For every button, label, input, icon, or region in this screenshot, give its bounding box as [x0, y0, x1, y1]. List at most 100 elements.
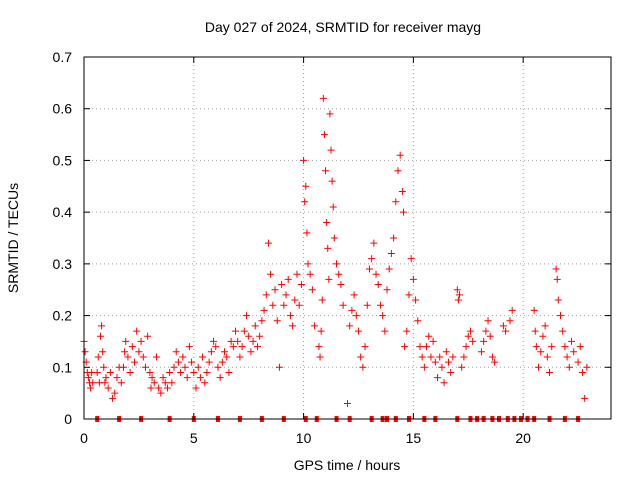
- data-point: [464, 332, 472, 340]
- data-point: [234, 337, 242, 345]
- data-point: [205, 358, 213, 366]
- data-point: [192, 384, 200, 392]
- data-point: [407, 255, 415, 263]
- data-point: [262, 291, 270, 299]
- data-point: [148, 374, 156, 382]
- data-point: [583, 363, 591, 371]
- data-point: [120, 363, 128, 371]
- data-point: [221, 348, 229, 356]
- data-point: [227, 337, 235, 345]
- data-point: [436, 353, 444, 361]
- data-point: [256, 332, 264, 340]
- data-point: [412, 296, 420, 304]
- data-point: [370, 239, 378, 247]
- data-point: [339, 301, 347, 309]
- data-point: [354, 327, 362, 335]
- data-point: [348, 306, 356, 314]
- data-point: [253, 343, 261, 351]
- data-point: [98, 322, 106, 330]
- data-point: [245, 332, 253, 340]
- data-point: [320, 131, 328, 139]
- data-point: [394, 167, 402, 175]
- x-tick-label: 20: [515, 430, 531, 446]
- data-point: [291, 296, 299, 304]
- data-point: [258, 317, 266, 325]
- data-point: [280, 301, 288, 309]
- data-point: [185, 343, 193, 351]
- data-point: [308, 286, 316, 294]
- data-point: [531, 327, 539, 335]
- data-point: [249, 337, 257, 345]
- data-point: [232, 327, 240, 335]
- data-point: [242, 312, 250, 320]
- data-point: [350, 291, 358, 299]
- data-point: [157, 389, 165, 397]
- data-point: [381, 327, 389, 335]
- data-point: [172, 348, 180, 356]
- data-point: [359, 363, 367, 371]
- data-point: [109, 394, 117, 402]
- data-point: [488, 353, 496, 361]
- data-point: [556, 312, 564, 320]
- data-point: [409, 275, 417, 283]
- data-point: [155, 384, 163, 392]
- data-point: [121, 348, 129, 356]
- data-point: [273, 317, 281, 325]
- data-point: [438, 363, 446, 371]
- y-axis-label: SRMTID / TECUs: [5, 183, 21, 293]
- data-point: [565, 363, 573, 371]
- data-point: [318, 296, 326, 304]
- data-point: [199, 353, 207, 361]
- data-point: [267, 270, 275, 278]
- data-point: [282, 291, 290, 299]
- data-point: [179, 353, 187, 361]
- data-point: [379, 312, 387, 320]
- data-point: [302, 182, 310, 190]
- data-point: [553, 275, 561, 283]
- data-point: [333, 260, 341, 268]
- data-point: [99, 348, 107, 356]
- data-point: [390, 234, 398, 242]
- data-point: [260, 306, 268, 314]
- data-point: [416, 343, 424, 351]
- data-point: [385, 265, 393, 273]
- data-point: [383, 286, 391, 294]
- data-point: [458, 363, 466, 371]
- data-point: [117, 379, 125, 387]
- data-point: [420, 363, 428, 371]
- data-point: [229, 343, 237, 351]
- data-point: [480, 337, 488, 345]
- data-point: [462, 343, 470, 351]
- data-point: [581, 394, 589, 402]
- data-point: [466, 327, 474, 335]
- data-point: [161, 379, 169, 387]
- data-point: [81, 348, 89, 356]
- plot-frame: [83, 56, 612, 420]
- data-point: [303, 229, 311, 237]
- data-point: [563, 353, 571, 361]
- data-point: [418, 353, 426, 361]
- data-point: [216, 374, 224, 382]
- data-point: [87, 384, 95, 392]
- data-point: [284, 275, 292, 283]
- data-point: [111, 389, 119, 397]
- data-point: [174, 358, 182, 366]
- data-point: [372, 270, 380, 278]
- data-point: [106, 368, 114, 376]
- data-point: [535, 363, 543, 371]
- data-point: [264, 239, 272, 247]
- y-tick-label: 0: [64, 411, 72, 427]
- data-point: [168, 379, 176, 387]
- data-point: [530, 306, 538, 314]
- chart-title: Day 027 of 2024, SRMTID for receiver may…: [205, 19, 481, 35]
- data-point: [203, 368, 211, 376]
- data-point: [326, 110, 334, 118]
- data-point: [392, 198, 400, 206]
- data-point: [147, 384, 155, 392]
- data-point: [170, 363, 178, 371]
- data-point: [368, 255, 376, 263]
- data-point: [269, 301, 277, 309]
- axis-ticks: [83, 56, 611, 420]
- data-point: [238, 343, 246, 351]
